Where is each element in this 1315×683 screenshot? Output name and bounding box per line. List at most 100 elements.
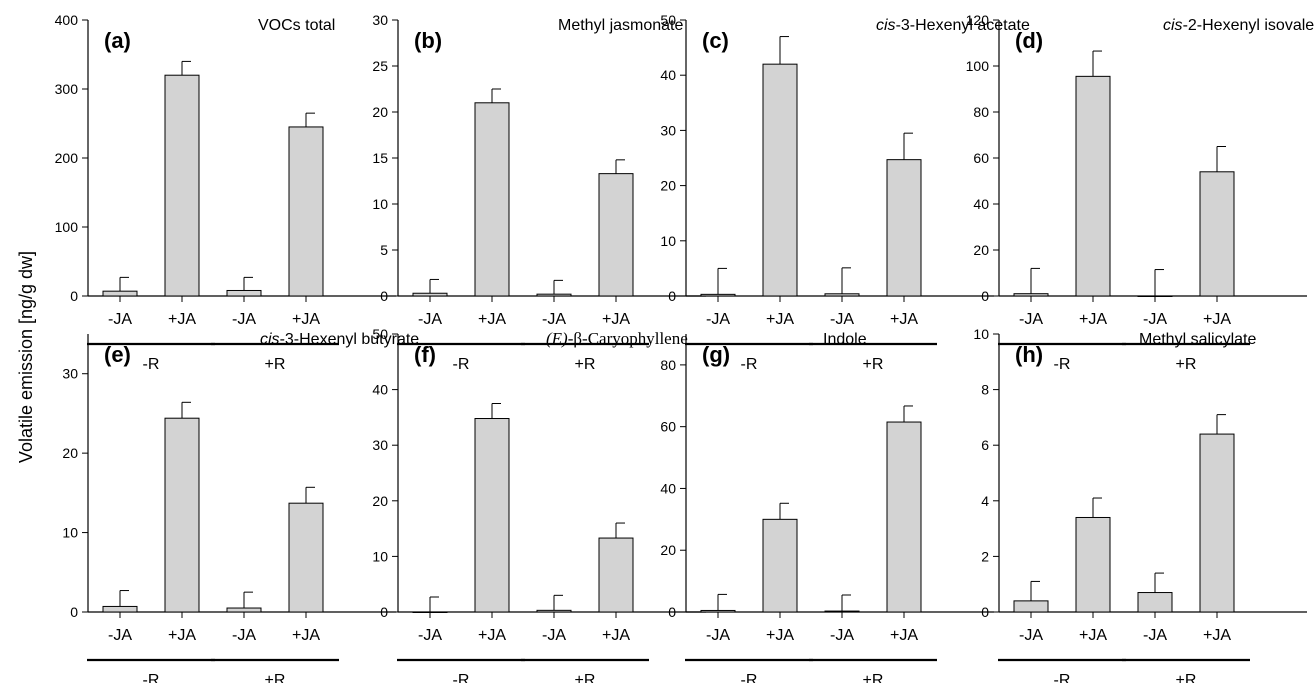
y-tick-label: 10 <box>973 326 989 342</box>
y-tick-label: 100 <box>55 219 79 235</box>
x-category-label: -JA <box>830 627 854 644</box>
panel-title: (E)-β-Caryophyllene <box>546 329 688 348</box>
y-tick-label: 50 <box>372 326 388 342</box>
bar-3 <box>824 610 860 613</box>
group-label: -R <box>143 672 160 683</box>
bar-2 <box>164 74 200 297</box>
x-category-label: -JA <box>542 311 566 328</box>
bar-1 <box>412 292 448 297</box>
bar-2 <box>1075 75 1111 297</box>
panel-letter: (c) <box>702 28 729 53</box>
x-category-label: -JA <box>706 627 730 644</box>
y-tick-label: 0 <box>380 604 388 620</box>
panel-letter: (a) <box>104 28 131 53</box>
x-category-label: +JA <box>602 311 630 328</box>
group-label: -R <box>741 672 758 683</box>
x-category-label: -JA <box>1019 311 1043 328</box>
y-axis-label: Volatile emission [ng/g dw] <box>16 251 36 463</box>
y-tick-label: 6 <box>981 437 989 453</box>
group-label: -R <box>453 672 470 683</box>
group-label: +R <box>863 356 884 373</box>
y-tick-label: 100 <box>966 58 990 74</box>
bar-4 <box>598 173 634 297</box>
panel-h: 0 2 4 6 8 10 -JA +JA -JA +JA -R +R (h) Methyl salicyl… <box>973 326 1307 683</box>
y-tick-label: 50 <box>660 12 676 28</box>
x-category-label: +JA <box>1079 627 1107 644</box>
bar-4 <box>288 126 324 297</box>
y-tick-label: 60 <box>973 150 989 166</box>
x-category-label: -JA <box>1143 311 1167 328</box>
x-category-label: +JA <box>168 311 196 328</box>
y-tick-label: 15 <box>372 150 388 166</box>
y-tick-label: 30 <box>62 366 78 382</box>
y-tick-label: 0 <box>380 288 388 304</box>
bar-2 <box>762 518 798 613</box>
x-category-label: +JA <box>292 627 320 644</box>
bar-1 <box>1013 293 1049 297</box>
y-tick-label: 10 <box>372 548 388 564</box>
x-category-label: -JA <box>706 311 730 328</box>
y-tick-label: 40 <box>973 196 989 212</box>
panel-title: cis-2-Hexenyl isovalerate <box>1163 17 1315 34</box>
x-category-label: -JA <box>1143 627 1167 644</box>
y-tick-label: 200 <box>55 150 79 166</box>
y-tick-label: 80 <box>973 104 989 120</box>
x-category-label: +JA <box>602 627 630 644</box>
panel-f: 0 10 20 30 40 50 -JA +JA -JA +JA -R +R (f) (E)-β-Cary… <box>372 326 706 683</box>
bar-1 <box>700 293 736 297</box>
x-category-label: -JA <box>418 311 442 328</box>
x-category-label: -JA <box>1019 627 1043 644</box>
panel-c: 0 10 20 30 40 50 -JA +JA -JA +JA -R +R (c) cis-3-Hexe… <box>660 12 1030 373</box>
panel-title: VOCs total <box>258 17 335 34</box>
bar-1 <box>412 611 448 613</box>
x-category-label: +JA <box>766 627 794 644</box>
y-tick-label: 0 <box>668 288 676 304</box>
group-label: +R <box>1176 672 1197 683</box>
x-category-label: -JA <box>108 627 132 644</box>
x-category-label: -JA <box>418 627 442 644</box>
y-tick-label: 40 <box>660 480 676 496</box>
x-category-label: +JA <box>168 627 196 644</box>
bar-3 <box>1137 295 1173 297</box>
x-category-label: +JA <box>292 311 320 328</box>
y-tick-label: 30 <box>660 122 676 138</box>
x-category-label: -JA <box>232 627 256 644</box>
bar-3 <box>1137 592 1173 613</box>
y-tick-label: 20 <box>660 542 676 558</box>
bar-2 <box>1075 516 1111 613</box>
y-tick-label: 30 <box>372 437 388 453</box>
bar-3 <box>824 293 860 297</box>
y-tick-label: 400 <box>55 12 79 28</box>
y-tick-label: 0 <box>668 604 676 620</box>
bar-2 <box>762 63 798 297</box>
y-tick-label: 60 <box>660 419 676 435</box>
x-category-label: +JA <box>1203 311 1231 328</box>
panel-title: cis-3-Hexenyl butyrate <box>260 331 419 348</box>
bar-1 <box>1013 600 1049 613</box>
bar-1 <box>700 609 736 613</box>
y-tick-label: 0 <box>981 288 989 304</box>
x-category-label: -JA <box>830 311 854 328</box>
bar-3 <box>226 289 262 297</box>
y-tick-label: 0 <box>70 604 78 620</box>
group-label: +R <box>575 356 596 373</box>
panel-letter: (b) <box>414 28 442 53</box>
group-label: -R <box>453 356 470 373</box>
y-tick-label: 80 <box>660 357 676 373</box>
x-category-label: +JA <box>890 627 918 644</box>
x-category-label: -JA <box>542 627 566 644</box>
bar-3 <box>536 293 572 297</box>
panel-title: Indole <box>823 331 867 348</box>
panel-letter: (d) <box>1015 28 1043 53</box>
panel-title: cis-3-Hexenyl acetate <box>876 17 1030 34</box>
bar-2 <box>474 418 510 613</box>
y-tick-label: 40 <box>660 67 676 83</box>
x-category-label: +JA <box>1079 311 1107 328</box>
y-tick-label: 120 <box>966 12 990 28</box>
x-category-label: +JA <box>766 311 794 328</box>
bar-4 <box>288 502 324 613</box>
panel-letter: (e) <box>104 342 131 367</box>
group-label: -R <box>1054 356 1071 373</box>
